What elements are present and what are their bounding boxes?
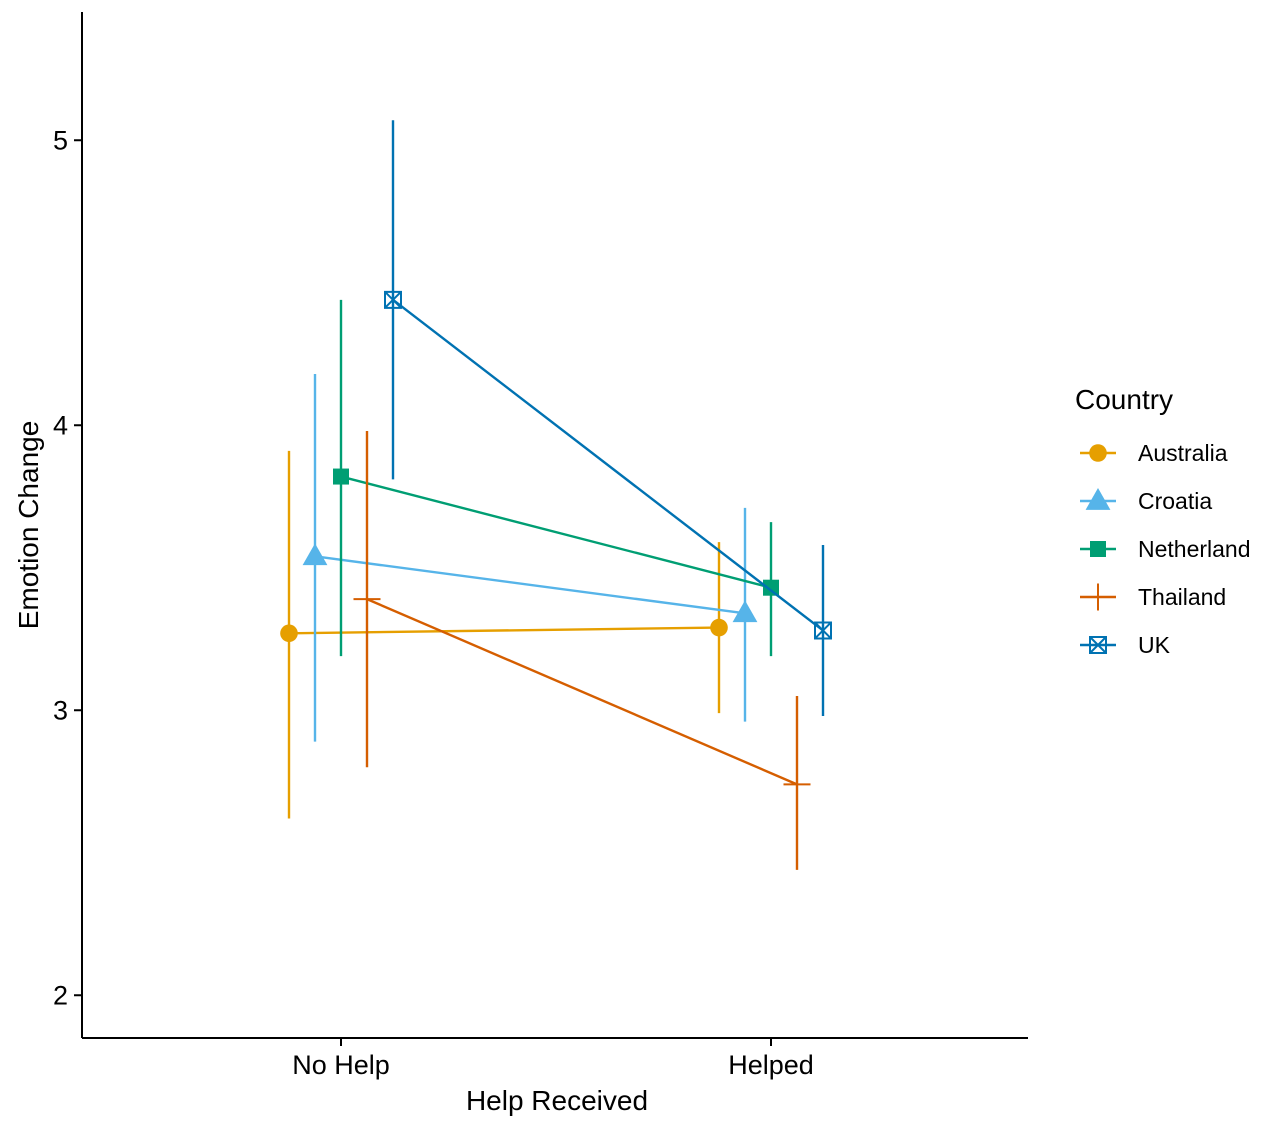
- x-tick-label: No Help: [292, 1050, 390, 1080]
- series-line: [340, 475, 772, 589]
- legend-label: Netherland: [1138, 536, 1251, 562]
- legend-key-marker: [1084, 583, 1112, 611]
- data-point: [763, 579, 779, 596]
- series-uk: [384, 120, 832, 716]
- series-netherland: [333, 299, 779, 657]
- legend-item-thailand: Thailand: [1080, 583, 1226, 611]
- data-point: [814, 621, 832, 640]
- legend-label: Croatia: [1138, 488, 1212, 514]
- data-point: [384, 290, 402, 309]
- data-point: [302, 543, 328, 566]
- data-point: [732, 600, 758, 623]
- data-point: [333, 468, 349, 485]
- x-tick-label: Helped: [728, 1050, 814, 1080]
- legend-title: Country: [1075, 384, 1173, 415]
- y-tick-label: 2: [53, 980, 68, 1010]
- series-line: [288, 626, 720, 635]
- legend-item-croatia: Croatia: [1080, 487, 1212, 514]
- y-tick-label: 3: [53, 695, 68, 725]
- series-australia: [280, 450, 728, 819]
- legend-label: Australia: [1138, 440, 1228, 466]
- x-ticks: No Help Helped: [292, 1038, 814, 1080]
- legend: Country Australia Croatia Netherland Thaila…: [1075, 384, 1251, 658]
- data-point: [353, 585, 381, 613]
- legend-key-marker: [1090, 541, 1106, 557]
- x-axis-title: Help Received: [466, 1085, 648, 1116]
- plot-area: [280, 120, 832, 870]
- legend-key-marker: [1089, 444, 1107, 462]
- series-line: [392, 298, 824, 632]
- series-thailand: [353, 430, 811, 870]
- legend-label: Thailand: [1138, 584, 1226, 610]
- legend-item-australia: Australia: [1080, 440, 1228, 466]
- legend-items: Australia Croatia Netherland Thailand UK: [1080, 440, 1251, 658]
- legend-label: UK: [1138, 632, 1171, 658]
- data-point: [280, 624, 298, 643]
- legend-key-marker: [1089, 636, 1107, 654]
- axes: 2 3 4 5 No Help Helped Help Received Emotion…: [13, 12, 1028, 1116]
- series-line: [314, 555, 746, 615]
- series-line: [366, 597, 798, 786]
- y-tick-label: 4: [53, 410, 68, 440]
- legend-item-netherland: Netherland: [1080, 536, 1251, 562]
- data-point: [783, 770, 811, 798]
- y-ticks: 2 3 4 5: [53, 125, 82, 1010]
- series-croatia: [302, 373, 758, 742]
- data-point: [710, 618, 728, 637]
- y-axis-title: Emotion Change: [13, 421, 44, 630]
- legend-key-marker: [1085, 487, 1111, 510]
- y-tick-label: 5: [53, 125, 68, 155]
- legend-item-uk: UK: [1080, 632, 1171, 658]
